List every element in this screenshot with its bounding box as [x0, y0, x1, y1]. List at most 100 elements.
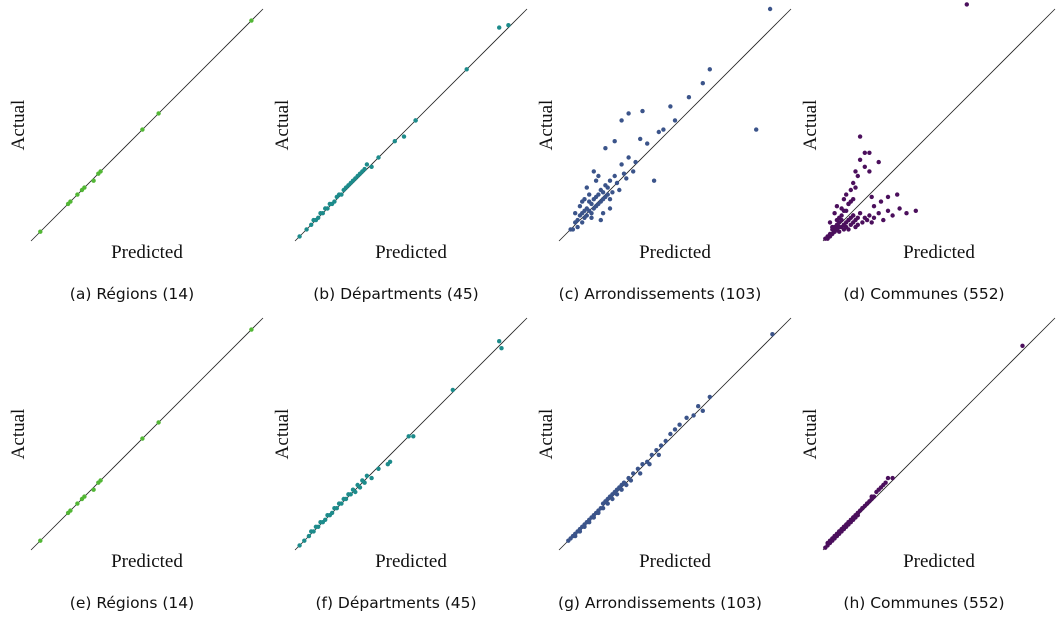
- data-point: [316, 215, 321, 220]
- x-axis-label: Predicted: [639, 551, 711, 572]
- data-point: [878, 199, 884, 204]
- data-point: [624, 482, 629, 488]
- data-point: [841, 222, 847, 227]
- data-point: [841, 524, 847, 529]
- data-point: [610, 190, 615, 195]
- data-point: [837, 229, 842, 234]
- data-point: [832, 533, 837, 539]
- data-point: [668, 104, 673, 109]
- panel-e: Predicted Actual (e) Régions (14): [0, 309, 264, 618]
- data-point: [827, 220, 833, 225]
- data-point: [848, 187, 853, 193]
- data-point: [589, 201, 594, 207]
- data-point: [413, 118, 418, 123]
- data-point: [323, 517, 328, 522]
- data-point: [661, 127, 666, 132]
- data-point: [91, 178, 96, 183]
- data-point: [684, 415, 689, 420]
- data-point: [376, 155, 381, 160]
- data-point: [249, 18, 254, 23]
- data-point: [580, 220, 585, 225]
- data-point: [624, 176, 629, 181]
- data-point: [617, 187, 622, 193]
- data-point: [890, 475, 895, 481]
- data-point: [885, 208, 891, 213]
- data-point: [691, 413, 696, 418]
- data-point: [839, 213, 844, 218]
- scatter-plot: Predicted Actual: [536, 317, 792, 572]
- data-point: [297, 234, 302, 239]
- x-axis-label: Predicted: [903, 551, 975, 572]
- data-point: [598, 217, 603, 223]
- data-point: [573, 211, 578, 216]
- subplot-caption: (f) Départments (45): [315, 594, 477, 612]
- data-point: [864, 501, 870, 506]
- data-point: [871, 215, 877, 220]
- data-point: [353, 489, 358, 495]
- data-point: [369, 475, 374, 481]
- data-point: [857, 211, 863, 216]
- data-point: [885, 475, 891, 481]
- x-axis-label: Predicted: [375, 551, 447, 572]
- data-point: [837, 224, 842, 230]
- data-point: [392, 139, 397, 144]
- data-point: [612, 173, 617, 179]
- data-point: [605, 192, 610, 197]
- panel-f: Predicted Actual (f) Départments (45): [264, 309, 528, 618]
- data-point: [851, 515, 856, 520]
- data-point: [329, 510, 335, 516]
- data-point: [587, 192, 592, 197]
- data-point: [857, 134, 863, 139]
- y-axis-label: Actual: [536, 409, 557, 460]
- data-point: [600, 211, 606, 216]
- y-axis-label: Actual: [272, 409, 293, 460]
- identity-line: [294, 317, 528, 551]
- data-point: [830, 224, 835, 230]
- data-point: [619, 118, 624, 123]
- data-point: [577, 204, 583, 209]
- data-point: [339, 192, 344, 197]
- data-point: [876, 159, 881, 165]
- data-point: [619, 162, 624, 167]
- data-point: [855, 215, 860, 220]
- subplot-caption: (c) Arrondissements (103): [558, 285, 762, 303]
- data-point: [584, 185, 589, 190]
- data-point: [626, 111, 631, 116]
- data-point: [837, 529, 842, 534]
- data-point: [575, 217, 580, 223]
- data-point: [897, 206, 902, 211]
- data-point: [607, 206, 613, 211]
- identity-line: [822, 8, 1056, 242]
- data-point: [832, 229, 837, 234]
- data-point: [677, 422, 682, 427]
- data-point: [707, 67, 712, 72]
- data-point: [140, 127, 145, 132]
- subplot-caption: (b) Départments (45): [313, 285, 479, 303]
- data-point: [584, 213, 589, 218]
- data-point: [401, 134, 407, 139]
- data-point: [309, 222, 314, 227]
- y-axis-label: Actual: [272, 100, 293, 151]
- subplot-caption: (h) Communes (552): [843, 594, 1005, 612]
- data-point: [663, 438, 668, 444]
- data-point: [649, 452, 654, 458]
- data-point: [881, 217, 886, 223]
- data-point: [580, 199, 585, 204]
- data-point: [640, 462, 645, 467]
- scatter-plot: Predicted Actual: [800, 2, 1056, 263]
- data-point: [867, 169, 872, 174]
- data-point: [82, 494, 87, 499]
- data-point: [91, 487, 96, 492]
- data-point: [869, 220, 874, 225]
- data-point: [614, 492, 620, 497]
- y-axis-label: Actual: [8, 100, 29, 151]
- data-point: [614, 180, 620, 186]
- data-point: [853, 185, 858, 190]
- data-point: [68, 199, 73, 204]
- data-point: [844, 192, 849, 197]
- data-point: [672, 427, 678, 432]
- data-point: [638, 471, 643, 476]
- data-point: [638, 136, 643, 142]
- identity-line: [558, 8, 792, 242]
- data-point: [860, 220, 865, 225]
